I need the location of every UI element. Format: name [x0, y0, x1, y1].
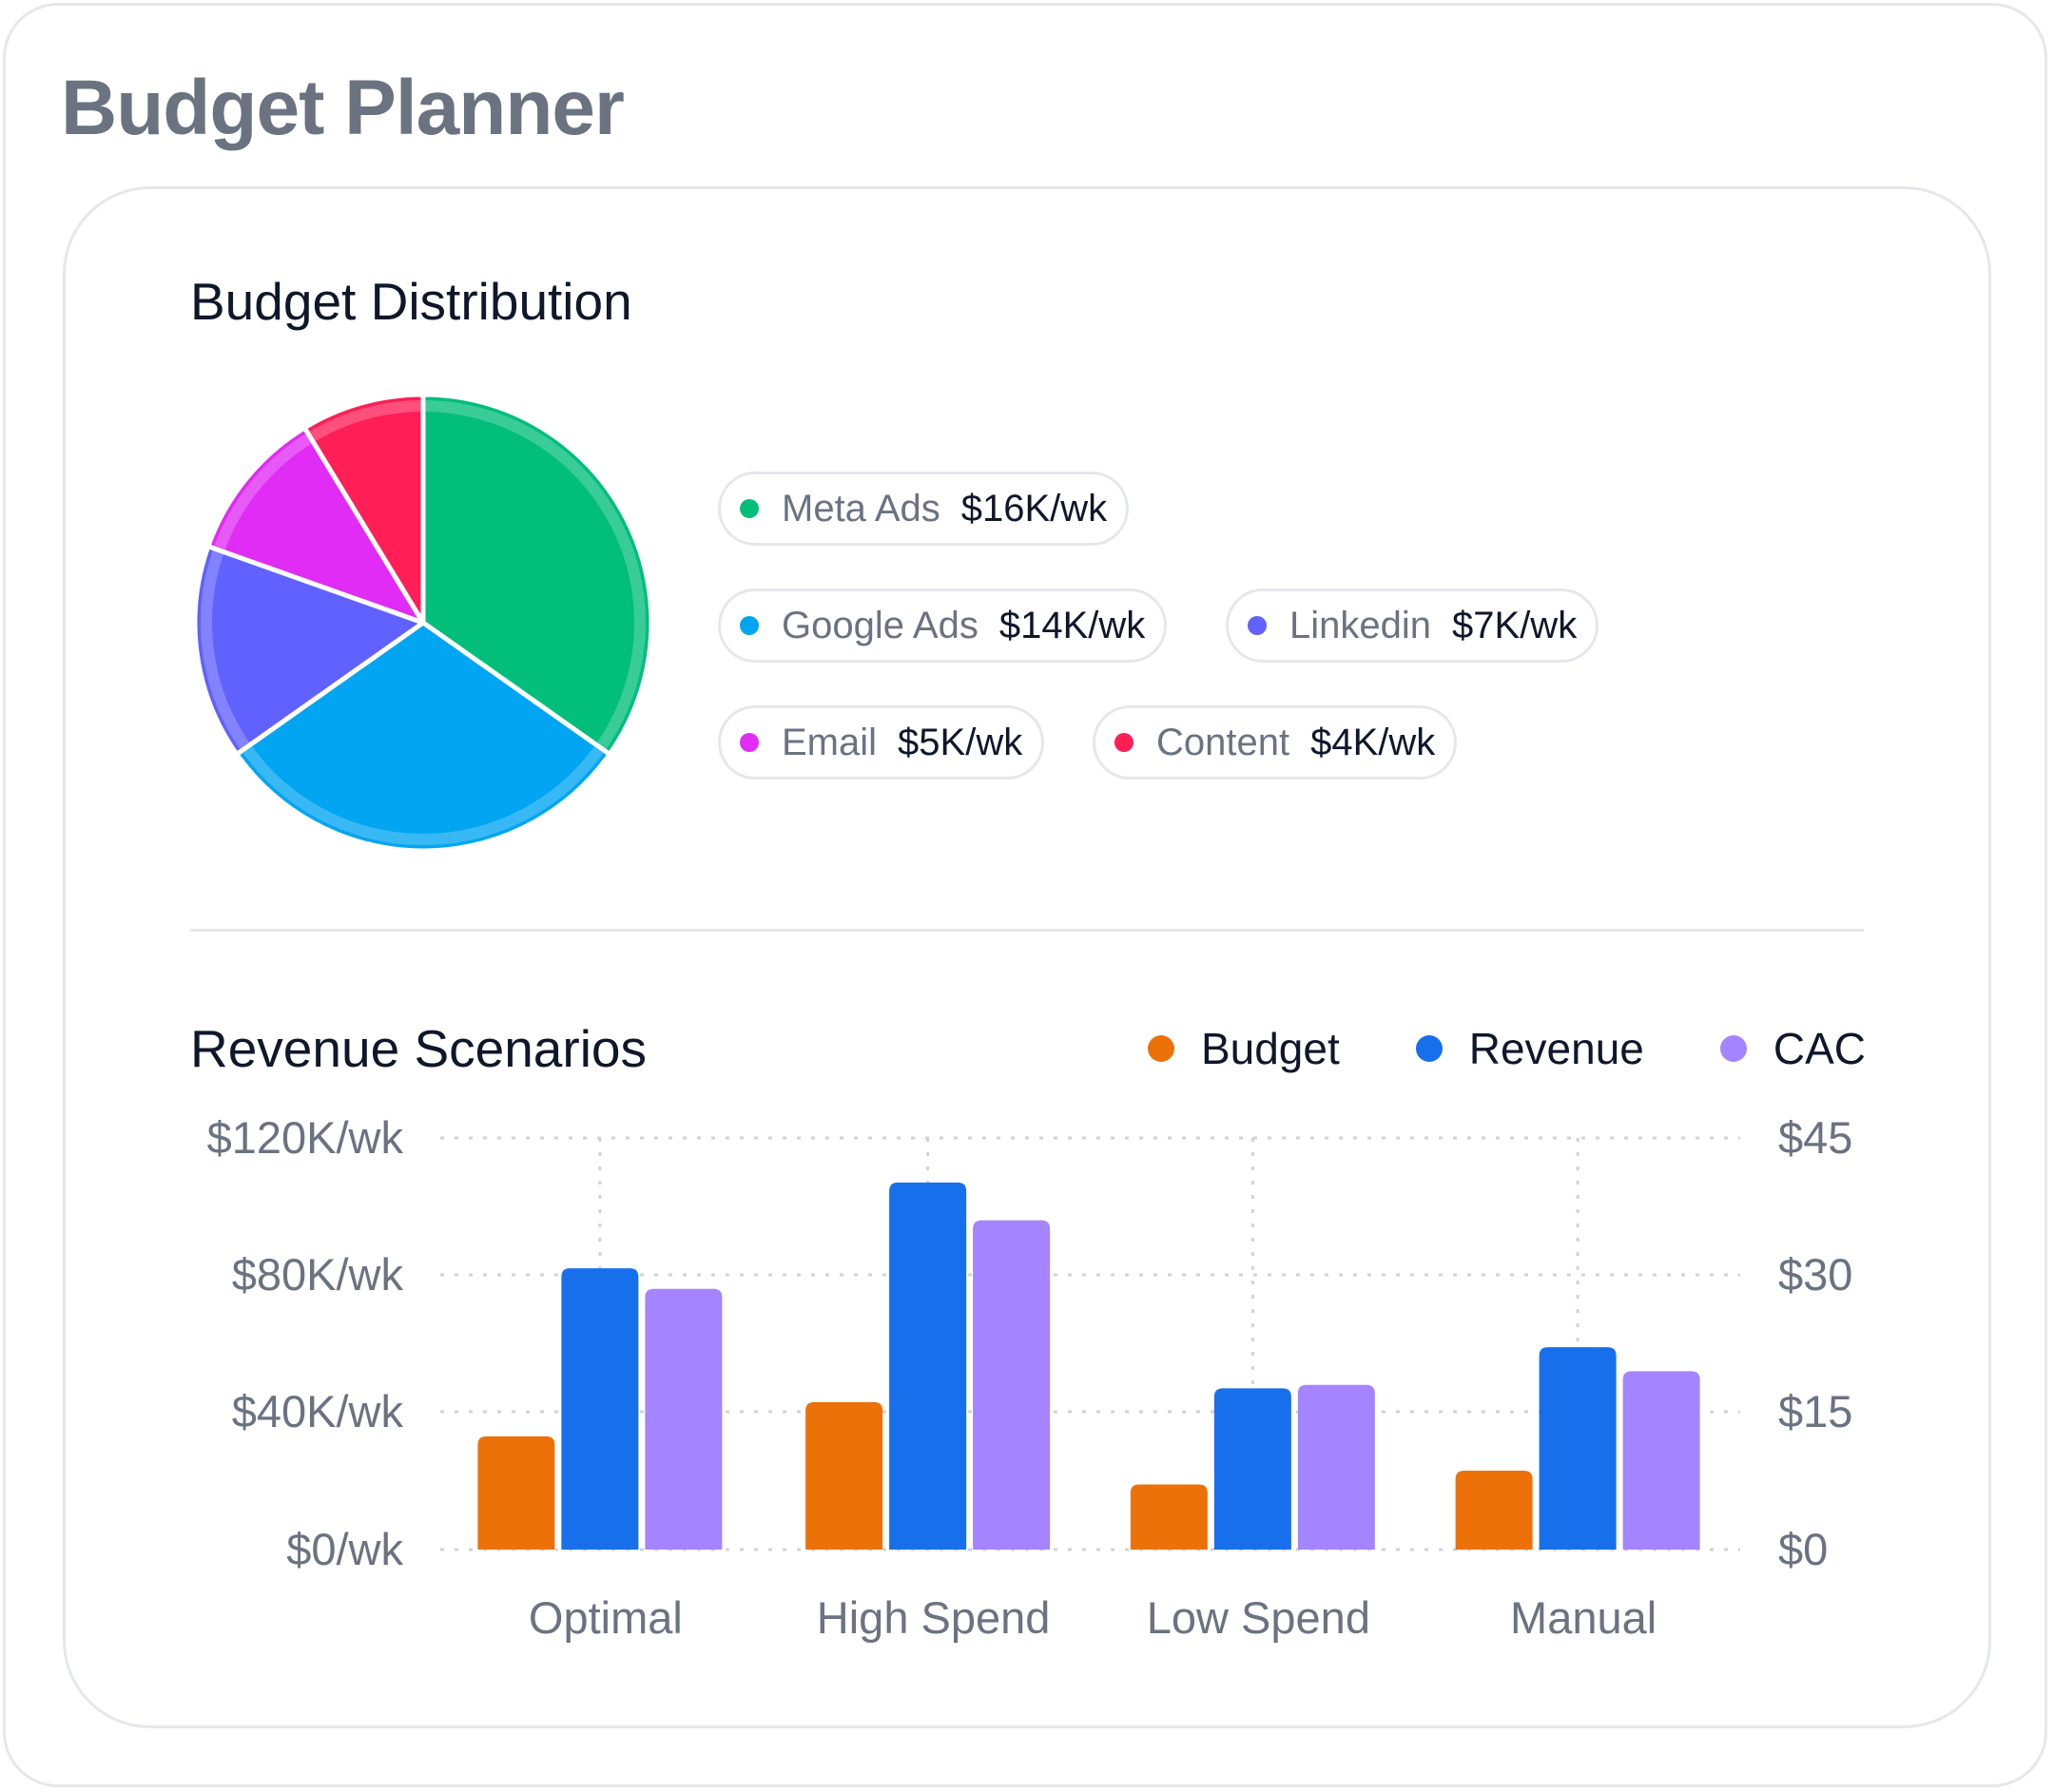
- y-right-tick-label: $45: [1778, 1112, 1852, 1163]
- legend-label: Revenue: [1468, 1024, 1644, 1073]
- y-left-tick-label: $120K/wk: [207, 1112, 404, 1163]
- legend-item-revenue: Revenue: [1415, 1023, 1644, 1074]
- linkedin-dot: [1248, 616, 1267, 635]
- pill-google-ads: Google Ads $14K/wk: [718, 588, 1168, 663]
- meta-ads-dot: [740, 499, 759, 518]
- pill-meta-ads: Meta Ads $16K/wk: [718, 472, 1130, 546]
- pie-slice-content: [301, 392, 426, 626]
- legend-label: CAC: [1773, 1024, 1866, 1073]
- bar-budget: [1455, 1471, 1533, 1550]
- pill-value: $14K/wk: [998, 604, 1146, 646]
- x-category-label: High Spend: [817, 1592, 1051, 1643]
- pill-label: Email: [782, 721, 878, 763]
- cac-legend-dot: [1719, 1035, 1747, 1062]
- pie-slice-rim: [309, 400, 421, 441]
- bar-cac: [1622, 1371, 1700, 1550]
- pill-label: Google Ads: [782, 604, 979, 646]
- bar-revenue: [1539, 1347, 1617, 1550]
- pill-value: $7K/wk: [1452, 604, 1578, 646]
- pie-slice-rim: [214, 434, 312, 550]
- budget-distribution-title: Budget Distribution: [190, 272, 632, 331]
- pill-label: Meta Ads: [782, 487, 940, 530]
- x-category-label: Optimal: [529, 1592, 683, 1643]
- bar-cac: [1297, 1384, 1375, 1550]
- revenue-scenarios-title: Revenue Scenarios: [190, 1019, 648, 1078]
- section-divider: [190, 929, 1864, 932]
- y-right-tick-label: $30: [1778, 1249, 1852, 1300]
- pill-linkedin: Linkedin $7K/wk: [1226, 588, 1599, 663]
- pill-content: Content $4K/wk: [1093, 705, 1458, 780]
- pill-label: Content: [1156, 721, 1290, 763]
- bar-budget: [477, 1436, 555, 1550]
- pie-slice-email: [205, 425, 426, 626]
- y-right-tick-label: $0: [1778, 1524, 1828, 1574]
- x-category-label: Low Spend: [1147, 1592, 1370, 1643]
- y-right-tick-label: $15: [1778, 1386, 1852, 1436]
- pill-value: $16K/wk: [960, 487, 1108, 530]
- y-left-tick-label: $80K/wk: [232, 1249, 404, 1300]
- google-ads-dot: [740, 616, 759, 635]
- legend-item-budget: Budget: [1147, 1023, 1340, 1074]
- budget-pie-chart: [192, 392, 654, 854]
- pill-email: Email $5K/wk: [718, 705, 1045, 780]
- legend-item-cac: CAC: [1719, 1023, 1866, 1074]
- bar-budget: [805, 1401, 883, 1550]
- pill-value: $5K/wk: [898, 721, 1023, 763]
- budget-legend-dot: [1147, 1035, 1174, 1062]
- bar-revenue: [889, 1182, 967, 1550]
- chart-legend: Budget Revenue CAC: [1147, 1017, 1866, 1080]
- revenue-legend-dot: [1415, 1035, 1443, 1062]
- bar-cac: [645, 1288, 723, 1550]
- pie-slice-rim: [201, 550, 250, 749]
- y-left-tick-label: $40K/wk: [232, 1386, 404, 1436]
- pie-slice-rim: [242, 746, 604, 845]
- legend-label: Budget: [1200, 1024, 1340, 1073]
- bar-budget: [1130, 1484, 1208, 1550]
- pie-slice-google-ads: [234, 620, 612, 854]
- pill-label: Linkedin: [1289, 604, 1432, 646]
- content-dot: [1114, 733, 1134, 752]
- bar-revenue: [1213, 1388, 1291, 1550]
- bar-revenue: [561, 1268, 639, 1550]
- pill-value: $4K/wk: [1310, 721, 1436, 763]
- x-category-label: Manual: [1510, 1592, 1657, 1643]
- app-title: Budget Planner: [61, 65, 625, 151]
- y-left-tick-label: $0/wk: [286, 1524, 403, 1574]
- bar-cac: [973, 1220, 1051, 1550]
- email-dot: [740, 733, 759, 752]
- pie-slice-linkedin: [192, 544, 426, 757]
- pie-slice-meta-ads: [420, 392, 654, 757]
- pie-slice-rim: [425, 400, 646, 749]
